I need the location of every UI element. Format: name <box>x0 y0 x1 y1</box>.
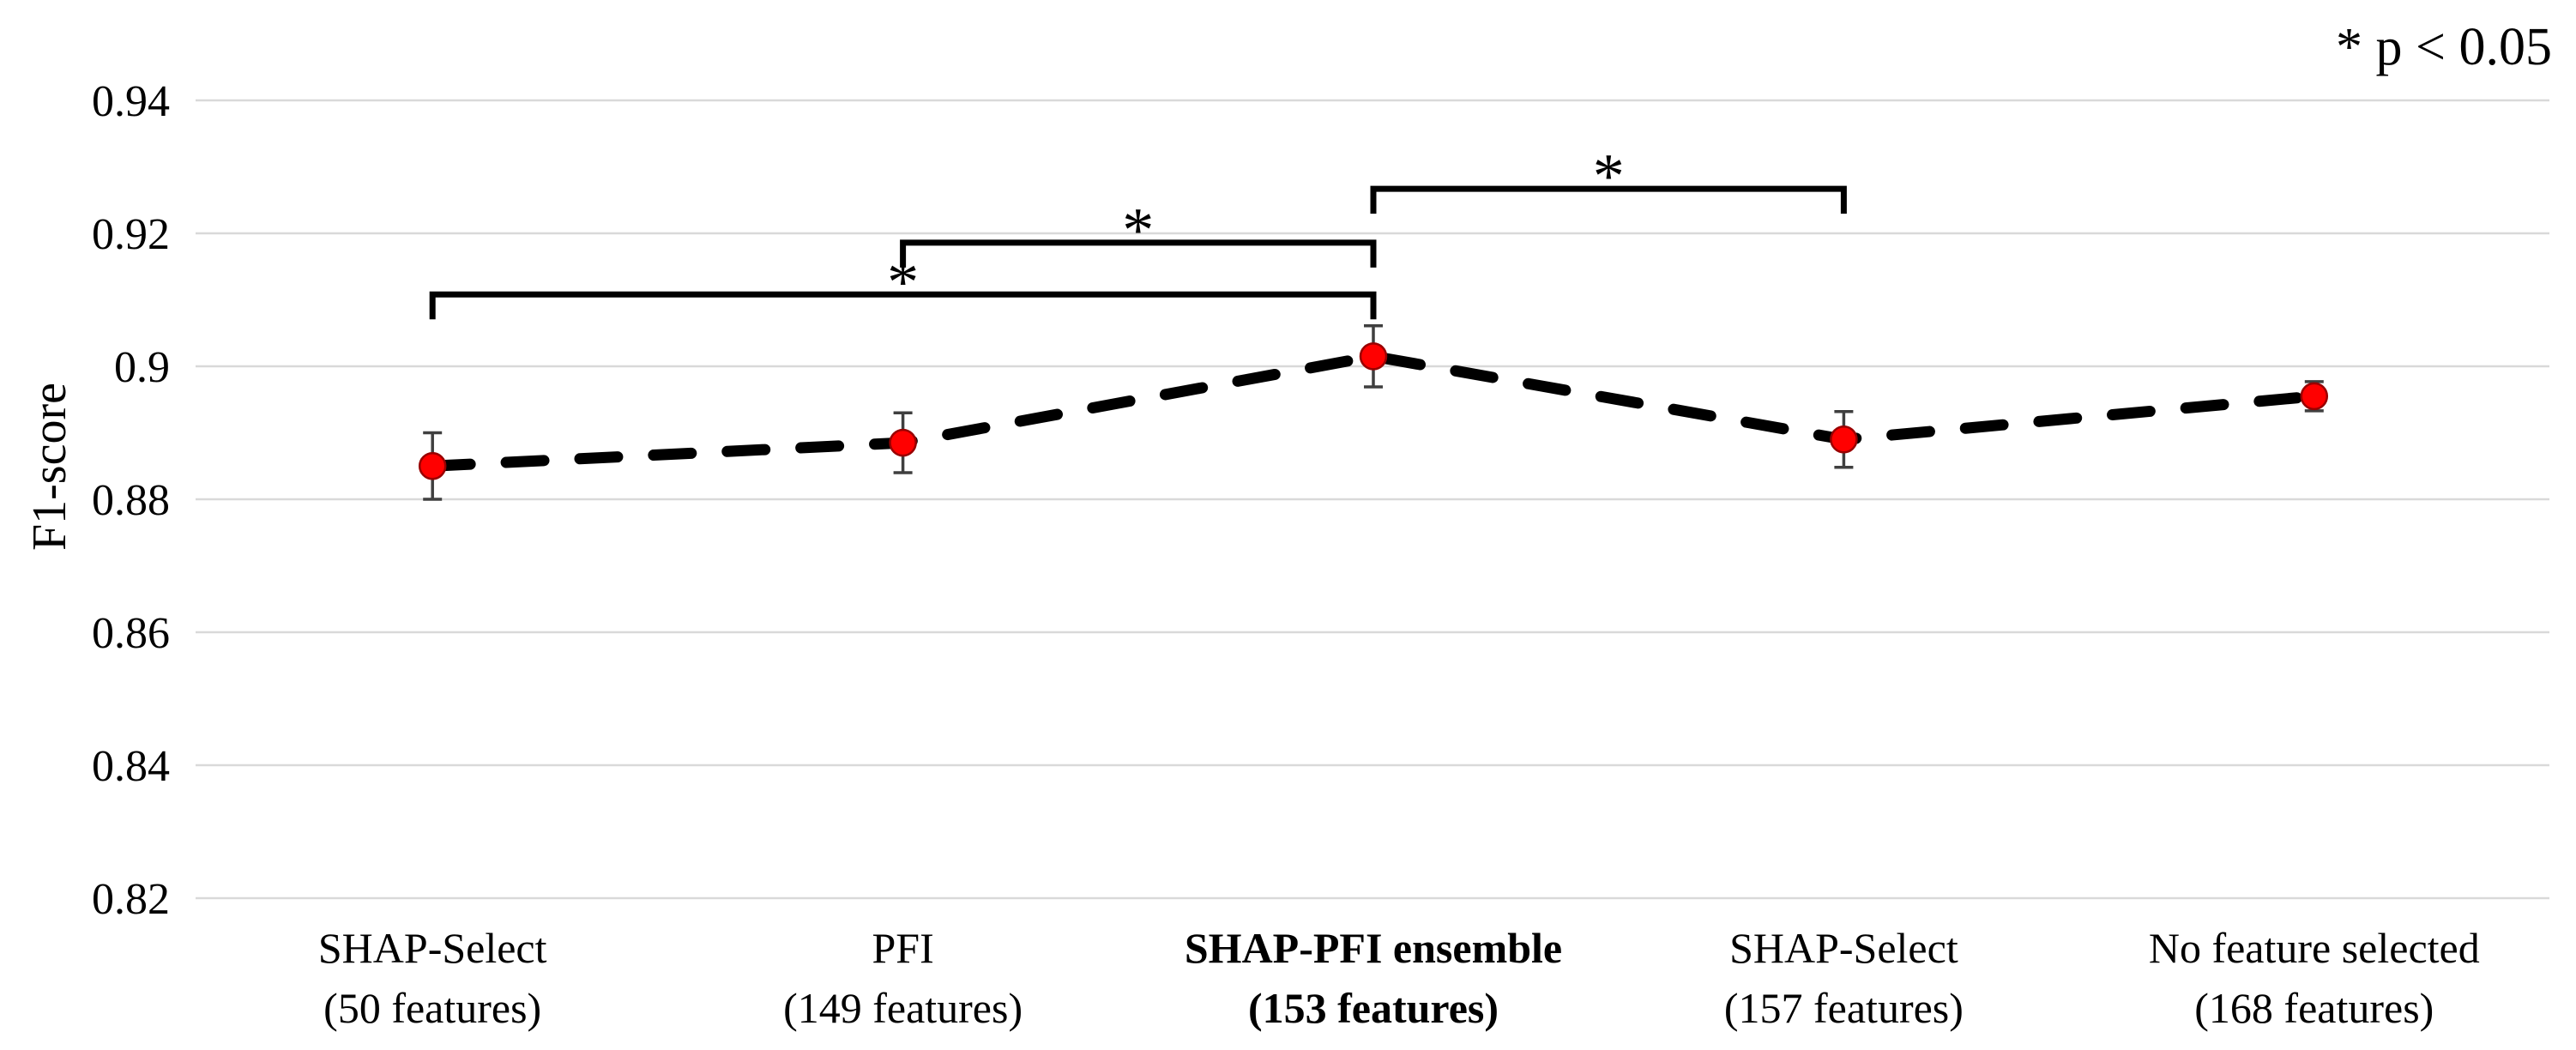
x-category-line2: (50 features) <box>323 984 541 1032</box>
y-tick-label-0.88: 0.88 <box>92 476 170 525</box>
y-tick-label-0.94: 0.94 <box>92 77 170 126</box>
data-point-0 <box>418 452 447 480</box>
x-category-line1: SHAP-Select <box>1729 924 1958 972</box>
x-category-line1: SHAP-PFI ensemble <box>1185 924 1562 972</box>
data-point-4 <box>2300 382 2329 411</box>
x-category-line2: (153 features) <box>1248 984 1499 1032</box>
y-tick-label-0.86: 0.86 <box>92 609 170 658</box>
x-category-line1: PFI <box>872 924 933 972</box>
sig-bracket-1 <box>900 239 1377 268</box>
x-category-label-1: PFI (149 features) <box>783 924 1023 1032</box>
x-category-label-3: SHAP-Select (157 features) <box>1724 924 1964 1032</box>
y-axis-title: F1-score <box>23 383 76 551</box>
x-category-line2: (157 features) <box>1724 984 1964 1032</box>
x-category-line2: (168 features) <box>2194 984 2434 1032</box>
sig-asterisk-2: * <box>1593 142 1625 212</box>
sig-bracket-0 <box>429 291 1377 320</box>
x-category-label-2: SHAP-PFI ensemble (153 features) <box>1185 924 1562 1032</box>
data-point-1 <box>889 428 917 457</box>
series-line <box>426 350 2320 472</box>
y-tick-label-0.92: 0.92 <box>92 210 170 259</box>
y-tick-label-0.9: 0.9 <box>114 343 170 392</box>
y-tick-label-0.82: 0.82 <box>92 875 170 924</box>
x-category-label-0: SHAP-Select (50 features) <box>318 924 547 1032</box>
data-point-2 <box>1359 342 1388 371</box>
y-tick-label-0.84: 0.84 <box>92 742 170 791</box>
x-category-line1: No feature selected <box>2149 924 2480 972</box>
data-point-3 <box>1830 425 1858 454</box>
sig-bracket-2 <box>1370 185 1847 214</box>
x-category-line1: SHAP-Select <box>318 924 547 972</box>
x-category-line2: (149 features) <box>783 984 1023 1032</box>
sig-asterisk-1: * <box>1122 196 1154 266</box>
x-category-label-4: No feature selected (168 features) <box>2149 924 2480 1032</box>
significance-note: * p < 0.05 <box>2336 18 2552 76</box>
